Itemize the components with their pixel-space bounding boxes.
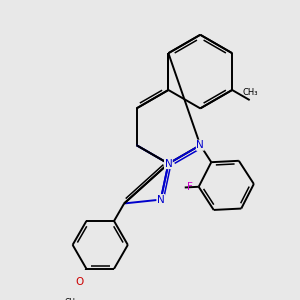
Text: CH₃: CH₃: [243, 88, 258, 97]
Text: N: N: [157, 195, 165, 205]
Text: F: F: [187, 182, 193, 193]
Text: N: N: [196, 140, 204, 150]
Text: CH₃: CH₃: [65, 298, 79, 300]
Text: O: O: [75, 277, 83, 286]
Text: N: N: [164, 159, 172, 169]
